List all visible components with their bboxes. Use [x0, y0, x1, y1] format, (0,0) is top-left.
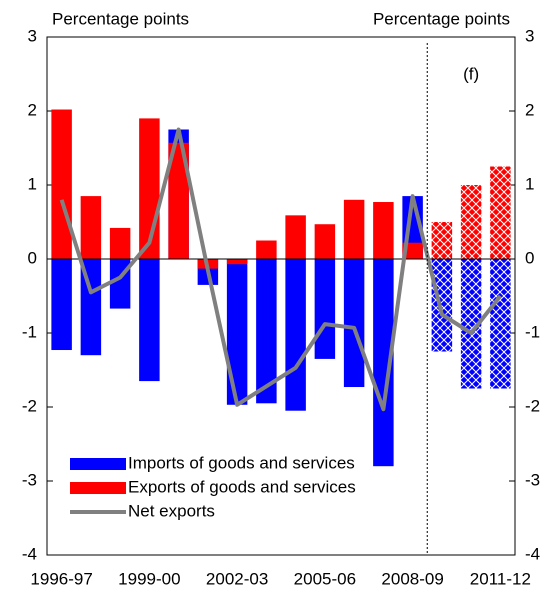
y2-tick-label: -3 [525, 470, 540, 489]
y2-tick-label: 1 [525, 174, 534, 193]
bar [51, 259, 72, 351]
bar [460, 259, 482, 389]
bar [343, 259, 365, 388]
y-tick-label: -1 [22, 322, 37, 341]
y2-tick-label: 0 [525, 248, 534, 267]
bar [314, 224, 336, 259]
y-tick-label: 2 [28, 100, 37, 119]
legend-swatch [70, 482, 126, 494]
bar [139, 259, 160, 382]
bar [80, 259, 102, 356]
bar [51, 109, 72, 260]
bar [373, 259, 394, 467]
x-tick-label: 2005-06 [294, 569, 356, 588]
bar [109, 227, 131, 259]
bar [431, 222, 453, 259]
bar [168, 142, 189, 259]
x-tick-label: 1999-00 [118, 569, 180, 588]
bar [80, 196, 102, 259]
x-tick-label: 2008-09 [381, 569, 443, 588]
bar [226, 259, 248, 405]
y2-tick-label: 2 [525, 100, 534, 119]
y-tick-label: -2 [22, 396, 37, 415]
y-tick-label: -3 [22, 470, 37, 489]
y2-tick-label: 3 [525, 26, 534, 45]
bar [226, 259, 248, 265]
bar [285, 259, 306, 411]
y-tick-label: -4 [22, 544, 37, 563]
bar [256, 240, 277, 259]
bar [285, 215, 306, 259]
y-axis-label: Percentage points [52, 9, 189, 28]
bar [431, 259, 453, 352]
forecast-label: (f) [463, 64, 479, 83]
bar [314, 259, 336, 359]
bar [490, 259, 511, 389]
legend-label: Net exports [128, 501, 215, 520]
legend-label: Imports of goods and services [128, 453, 355, 472]
x-tick-label: 2002-03 [206, 569, 268, 588]
y-tick-label: 1 [28, 174, 37, 193]
y-tick-label: 3 [28, 26, 37, 45]
legend-swatch [70, 458, 126, 470]
y2-axis-label: Percentage points [373, 9, 510, 28]
x-tick-label: 1996-97 [30, 569, 92, 588]
bar [460, 185, 482, 259]
y2-tick-label: -1 [525, 322, 540, 341]
plot-frame [46, 36, 516, 556]
y2-tick-label: -4 [525, 544, 540, 563]
y-tick-label: 0 [28, 248, 37, 267]
y2-tick-label: -2 [525, 396, 540, 415]
bar [343, 199, 365, 259]
bar [490, 166, 511, 259]
legend-label: Exports of goods and services [128, 477, 356, 496]
bar [373, 202, 394, 259]
x-tick-label: 2011-12 [470, 569, 531, 588]
bar [256, 259, 277, 404]
